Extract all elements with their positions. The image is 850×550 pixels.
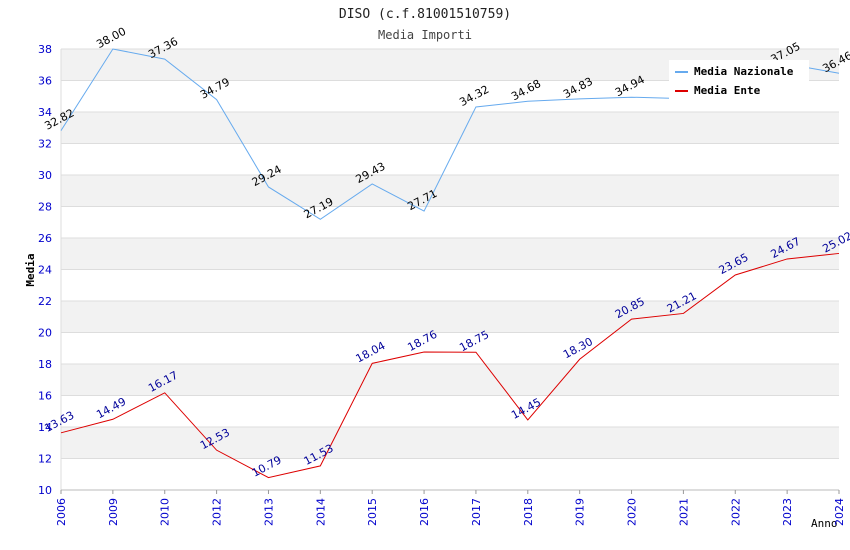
chart-subtitle: Media Importi (378, 28, 472, 42)
band (61, 458, 839, 490)
legend-label-nazionale: Media Nazionale (694, 65, 794, 78)
y-tick-label: 16 (38, 390, 52, 403)
x-tick-label: 2021 (677, 498, 690, 526)
band (61, 175, 839, 207)
band (61, 112, 839, 144)
y-axis-label: Media (24, 253, 37, 286)
y-tick-label: 28 (38, 201, 52, 214)
series-line-ente (60, 252, 840, 479)
chart-title: DISO (c.f.81001510759) (339, 7, 511, 22)
y-tick-label: 10 (38, 484, 52, 497)
grid-lines (60, 48, 839, 491)
y-tick-labels: 10 12 14 16 18 20 22 24 26 28 30 32 34 36 38 (38, 43, 52, 497)
y-tick-label: 22 (38, 295, 52, 308)
x-tick-label: 2006 (55, 498, 68, 526)
band (61, 206, 839, 238)
band (61, 238, 839, 270)
y-tick-label: 36 (38, 75, 52, 88)
x-tick-label: 2022 (729, 498, 742, 526)
band (61, 364, 839, 396)
y-tick-label: 34 (38, 106, 52, 119)
x-tick-label: 2018 (522, 498, 535, 526)
band (61, 427, 839, 459)
y-tick-label: 32 (38, 138, 52, 151)
x-tick-label: 2014 (314, 498, 327, 526)
y-tick-label: 14 (38, 421, 52, 434)
x-tick-label: 2013 (262, 498, 275, 526)
legend-label-ente: Media Ente (694, 84, 761, 97)
y-tick-label: 20 (38, 327, 52, 340)
band (61, 301, 839, 333)
x-tick-label: 2017 (470, 498, 483, 526)
x-tick-label: 2012 (211, 498, 224, 526)
background-bands (61, 49, 839, 490)
y-tick-label: 26 (38, 232, 52, 245)
x-tick-label: 2020 (626, 498, 639, 526)
x-tick-label: 2010 (159, 498, 172, 526)
legend-box (669, 60, 809, 100)
x-tick-label: 2019 (574, 498, 587, 526)
legend: Media Nazionale Media Ente (669, 60, 809, 100)
y-tick-label: 24 (38, 264, 52, 277)
x-tick-labels: 2006 2009 2010 2012 2013 2014 2015 2016 2017 2018… (55, 490, 846, 526)
data-label: 38.00 (94, 25, 128, 51)
x-tick-label: 2015 (366, 498, 379, 526)
band (61, 395, 839, 427)
band (61, 269, 839, 301)
x-tick-label: 2023 (781, 498, 794, 526)
x-tick-label: 2009 (107, 498, 120, 526)
band (61, 332, 839, 364)
y-tick-label: 38 (38, 43, 52, 56)
y-tick-label: 30 (38, 169, 52, 182)
x-tick-label: 2016 (418, 498, 431, 526)
x-tick-label: 2024 (833, 498, 846, 526)
x-axis-label: Anno (811, 517, 838, 530)
y-tick-label: 12 (38, 453, 52, 466)
y-tick-label: 18 (38, 358, 52, 371)
